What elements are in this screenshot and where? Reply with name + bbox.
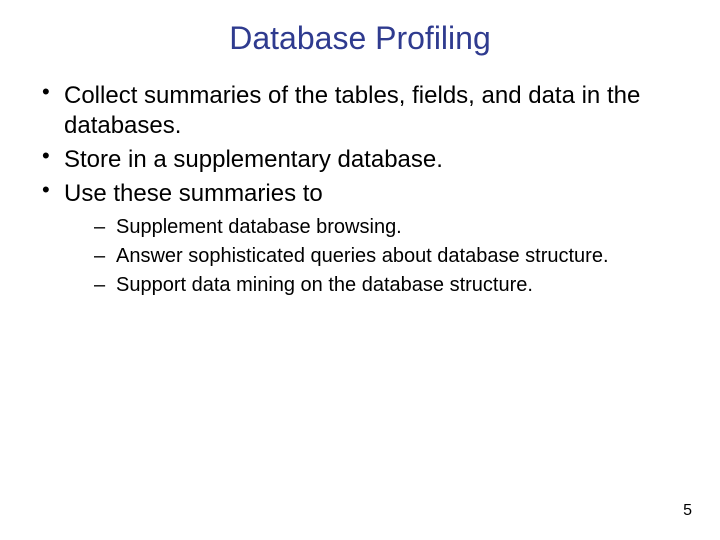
bullet-text: Support data mining on the database stru… — [116, 274, 533, 296]
bullet-text: Collect summaries of the tables, fields,… — [64, 82, 640, 139]
bullet-text: Use these summaries to — [64, 180, 323, 207]
slide: Database Profiling Collect summaries of … — [0, 0, 720, 540]
list-item: Store in a supplementary database. — [38, 145, 690, 175]
page-number: 5 — [683, 502, 692, 520]
list-item: Answer sophisticated queries about datab… — [94, 244, 690, 269]
bullet-list-level-2: Supplement database browsing. Answer sop… — [64, 215, 690, 298]
slide-title: Database Profiling — [30, 20, 690, 57]
bullet-text: Supplement database browsing. — [116, 216, 402, 238]
bullet-text: Store in a supplementary database. — [64, 146, 443, 173]
list-item: Supplement database browsing. — [94, 215, 690, 240]
list-item: Use these summaries to Supplement databa… — [38, 179, 690, 298]
list-item: Support data mining on the database stru… — [94, 273, 690, 298]
bullet-list-level-1: Collect summaries of the tables, fields,… — [30, 81, 690, 298]
bullet-text: Answer sophisticated queries about datab… — [116, 245, 609, 267]
list-item: Collect summaries of the tables, fields,… — [38, 81, 690, 141]
